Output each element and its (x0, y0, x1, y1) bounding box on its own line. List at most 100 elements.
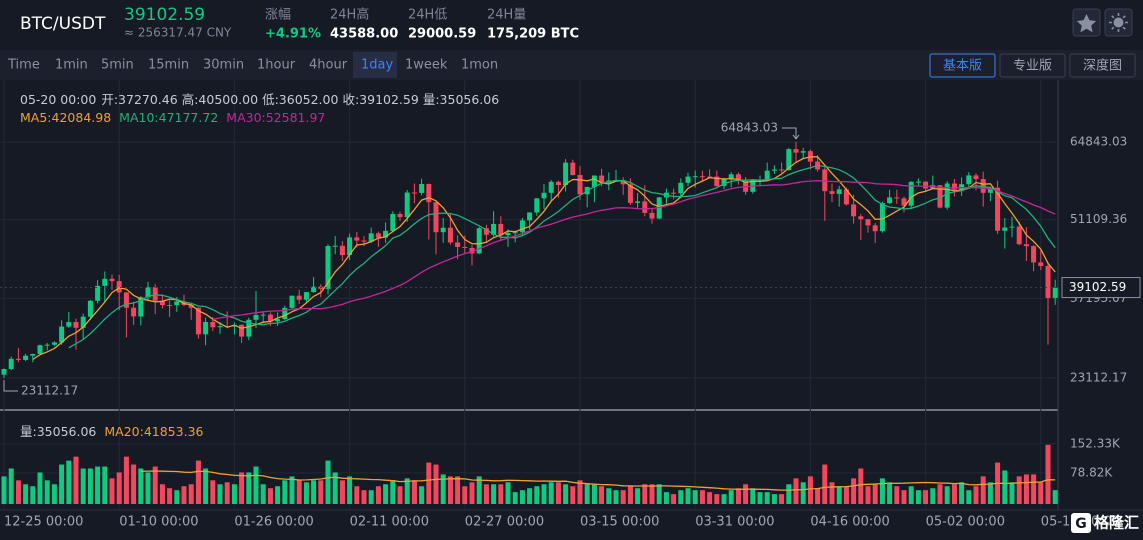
candle-body (174, 301, 180, 306)
candle-body (66, 322, 72, 327)
x-tick-label: 03-15 00:00 (580, 515, 659, 530)
candle-body (779, 169, 785, 171)
settings-buttons (1072, 8, 1133, 37)
volume-bar (239, 472, 245, 504)
candle-body (735, 174, 741, 181)
volume-bar (361, 490, 367, 504)
interval-button[interactable]: Time (7, 58, 40, 73)
x-tick-label: 01-26 00:00 (234, 515, 313, 530)
candle-body (339, 245, 345, 256)
watermark-logo-glyph: G (1075, 516, 1087, 532)
volume-bar (289, 476, 295, 504)
readout-time: 05-20 00:00 (20, 92, 96, 107)
interval-button[interactable]: 1mon (461, 58, 498, 73)
mode-button-label: 深度图 (1083, 58, 1122, 74)
mode-button[interactable] (929, 53, 996, 78)
volume-bar (447, 476, 453, 504)
volume-bar (102, 466, 108, 504)
volume-bar (800, 482, 806, 504)
volume-bar (15, 480, 21, 504)
volume-bar (167, 488, 173, 504)
min-marker-line (3, 379, 18, 392)
x-tick-label: 04-16 00:00 (810, 515, 889, 530)
volume-bar (253, 466, 259, 504)
candle-body (541, 192, 547, 199)
candle-body (131, 307, 137, 317)
watermark: G 格隆汇 (1071, 513, 1139, 533)
volume-bar (339, 480, 345, 504)
candle-body (1002, 227, 1008, 231)
volume-bar (138, 468, 144, 504)
volume-bar (325, 460, 331, 504)
candle-body (325, 245, 331, 289)
candle-body (973, 175, 979, 180)
interval-button[interactable]: 1week (405, 58, 448, 73)
volume-bar (534, 486, 540, 504)
candle-body (642, 201, 648, 213)
mode-button[interactable] (1069, 53, 1136, 78)
ma-line (68, 164, 1056, 349)
candle-body (591, 175, 597, 187)
candle-body (397, 213, 403, 218)
candle-body (332, 245, 338, 247)
candle-body (1045, 266, 1051, 298)
interval-button[interactable]: 1min (55, 58, 88, 73)
volume-ma-value: 41853.36 (144, 424, 204, 439)
volume-bar (426, 462, 432, 504)
volume-bar (311, 480, 317, 504)
y-tick-label: 23112.17 (1070, 370, 1127, 384)
candle-body (894, 197, 900, 199)
volume-bar (548, 482, 554, 504)
candle-body (577, 175, 583, 195)
candle-body (786, 149, 792, 171)
min-annotation: 23112.17 (21, 384, 78, 398)
interval-button[interactable]: 5min (101, 58, 134, 73)
volume-bar (224, 482, 230, 504)
interval-button[interactable]: 1day (361, 58, 393, 73)
volume-bar (383, 484, 389, 504)
volume-bar (404, 478, 410, 504)
candle-body (620, 180, 626, 185)
volume-bar (296, 480, 302, 504)
volume-bar (879, 478, 885, 504)
volume-bar (973, 486, 979, 504)
candle-body (195, 307, 201, 335)
volume-bar (980, 476, 986, 504)
candle-body (203, 322, 209, 335)
volume-bar (563, 484, 569, 504)
volume-bar (152, 466, 158, 504)
candle-body (498, 223, 504, 236)
stat-value: 29000.59 (408, 27, 476, 42)
mode-button[interactable] (999, 53, 1066, 78)
candle-body (1038, 262, 1044, 267)
ma-legend-value: 42084.98 (52, 110, 112, 125)
candle-body (239, 324, 245, 337)
volume-bar (858, 468, 864, 504)
interval-button[interactable]: 15min (148, 58, 189, 73)
candle-body (563, 162, 569, 186)
volume-bar (822, 464, 828, 504)
volume-bar (937, 484, 943, 504)
interval-button[interactable]: 30min (203, 58, 244, 73)
candle-body (159, 300, 165, 306)
volume-bar (368, 490, 374, 504)
volume-bar (577, 480, 583, 504)
candle-body (375, 233, 381, 238)
readout-label: 量: (423, 92, 440, 107)
volume-bar (469, 482, 475, 504)
interval-button[interactable]: 4hour (309, 58, 348, 73)
volume-bar (627, 486, 633, 504)
symbol: BTC/USDT (20, 14, 106, 34)
candle-body (872, 225, 878, 232)
interval-button[interactable]: 1hour (257, 58, 296, 73)
volume-bar (836, 486, 842, 504)
volume-bar (123, 456, 129, 504)
candle-body (426, 184, 432, 203)
volume-bar (851, 478, 857, 504)
ma-line (32, 156, 1056, 361)
volume-bar (109, 478, 115, 504)
ohlc-readout: 05-20 00:00 开:37270.46 高:40500.00 低:36052.0… (20, 92, 499, 107)
candle-body (1052, 287, 1058, 298)
last-price-box (1061, 277, 1141, 299)
